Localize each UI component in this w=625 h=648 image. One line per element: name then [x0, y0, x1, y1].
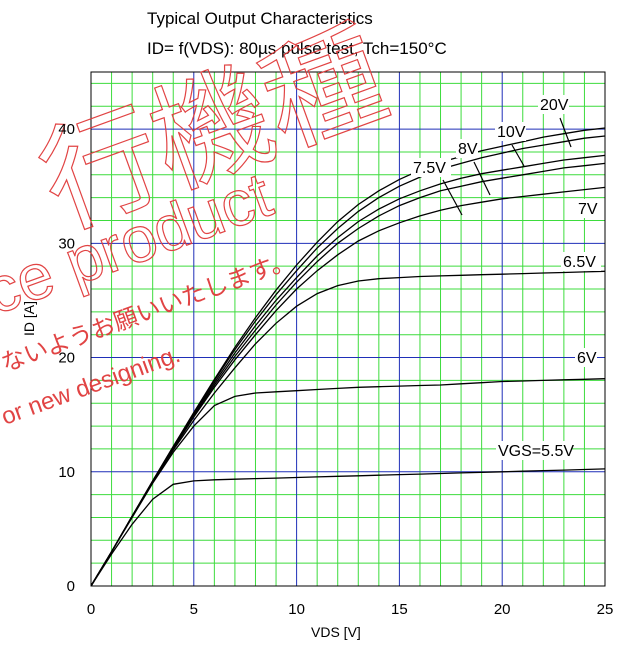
curve-label: 10V: [497, 124, 526, 141]
x-tick-label: 15: [391, 601, 408, 618]
curve-label-background: [496, 441, 572, 460]
curve-label-leader: [473, 161, 491, 196]
curve-label-background: [576, 199, 598, 218]
y-tick-label: 30: [58, 235, 75, 252]
y-axis-label: ID [A]: [21, 301, 37, 336]
curve-label-background: [538, 95, 569, 114]
curve-20v: [90, 127, 606, 587]
plot-frame: [90, 71, 606, 587]
curve-vgs5.5v: [90, 468, 606, 587]
curve-label: 6.5V: [563, 254, 596, 271]
x-axis-label: VDS [V]: [311, 624, 361, 640]
x-tick-label: 10: [288, 601, 305, 618]
curve-label-background: [495, 122, 526, 141]
x-tick-label: 20: [494, 601, 511, 618]
curve-label: 7V: [578, 201, 598, 218]
curve-label-background: [411, 158, 451, 177]
chart-title: Typical Output Characteristics: [147, 9, 373, 28]
y-tick-label: 20: [58, 350, 75, 367]
chart-subtitle: ID= f(VDS): 80µs pulse test, Tch=150°C: [147, 39, 447, 58]
curve-label-leader: [442, 179, 463, 216]
curve-6.5v: [90, 270, 606, 587]
curve-label-background: [575, 348, 597, 367]
y-tick-label: 40: [58, 121, 75, 138]
curve-label-background: [456, 139, 478, 158]
curve-label: 8V: [458, 141, 478, 158]
curve-label: 7.5V: [413, 160, 446, 177]
y-tick-label: 10: [58, 464, 75, 481]
x-tick-label: 5: [190, 601, 198, 618]
curve-label: 6V: [577, 350, 597, 367]
x-tick-label: 25: [597, 601, 614, 618]
curve-label-leader: [559, 117, 572, 148]
curve-label: VGS=5.5V: [498, 443, 574, 460]
curve-label: 20V: [540, 97, 569, 114]
curve-6v: [90, 378, 606, 587]
curve-label-leader: [511, 144, 525, 167]
curve-label-background: [561, 252, 601, 271]
y-tick-label: 0: [67, 578, 75, 595]
x-tick-label: 0: [87, 601, 95, 618]
